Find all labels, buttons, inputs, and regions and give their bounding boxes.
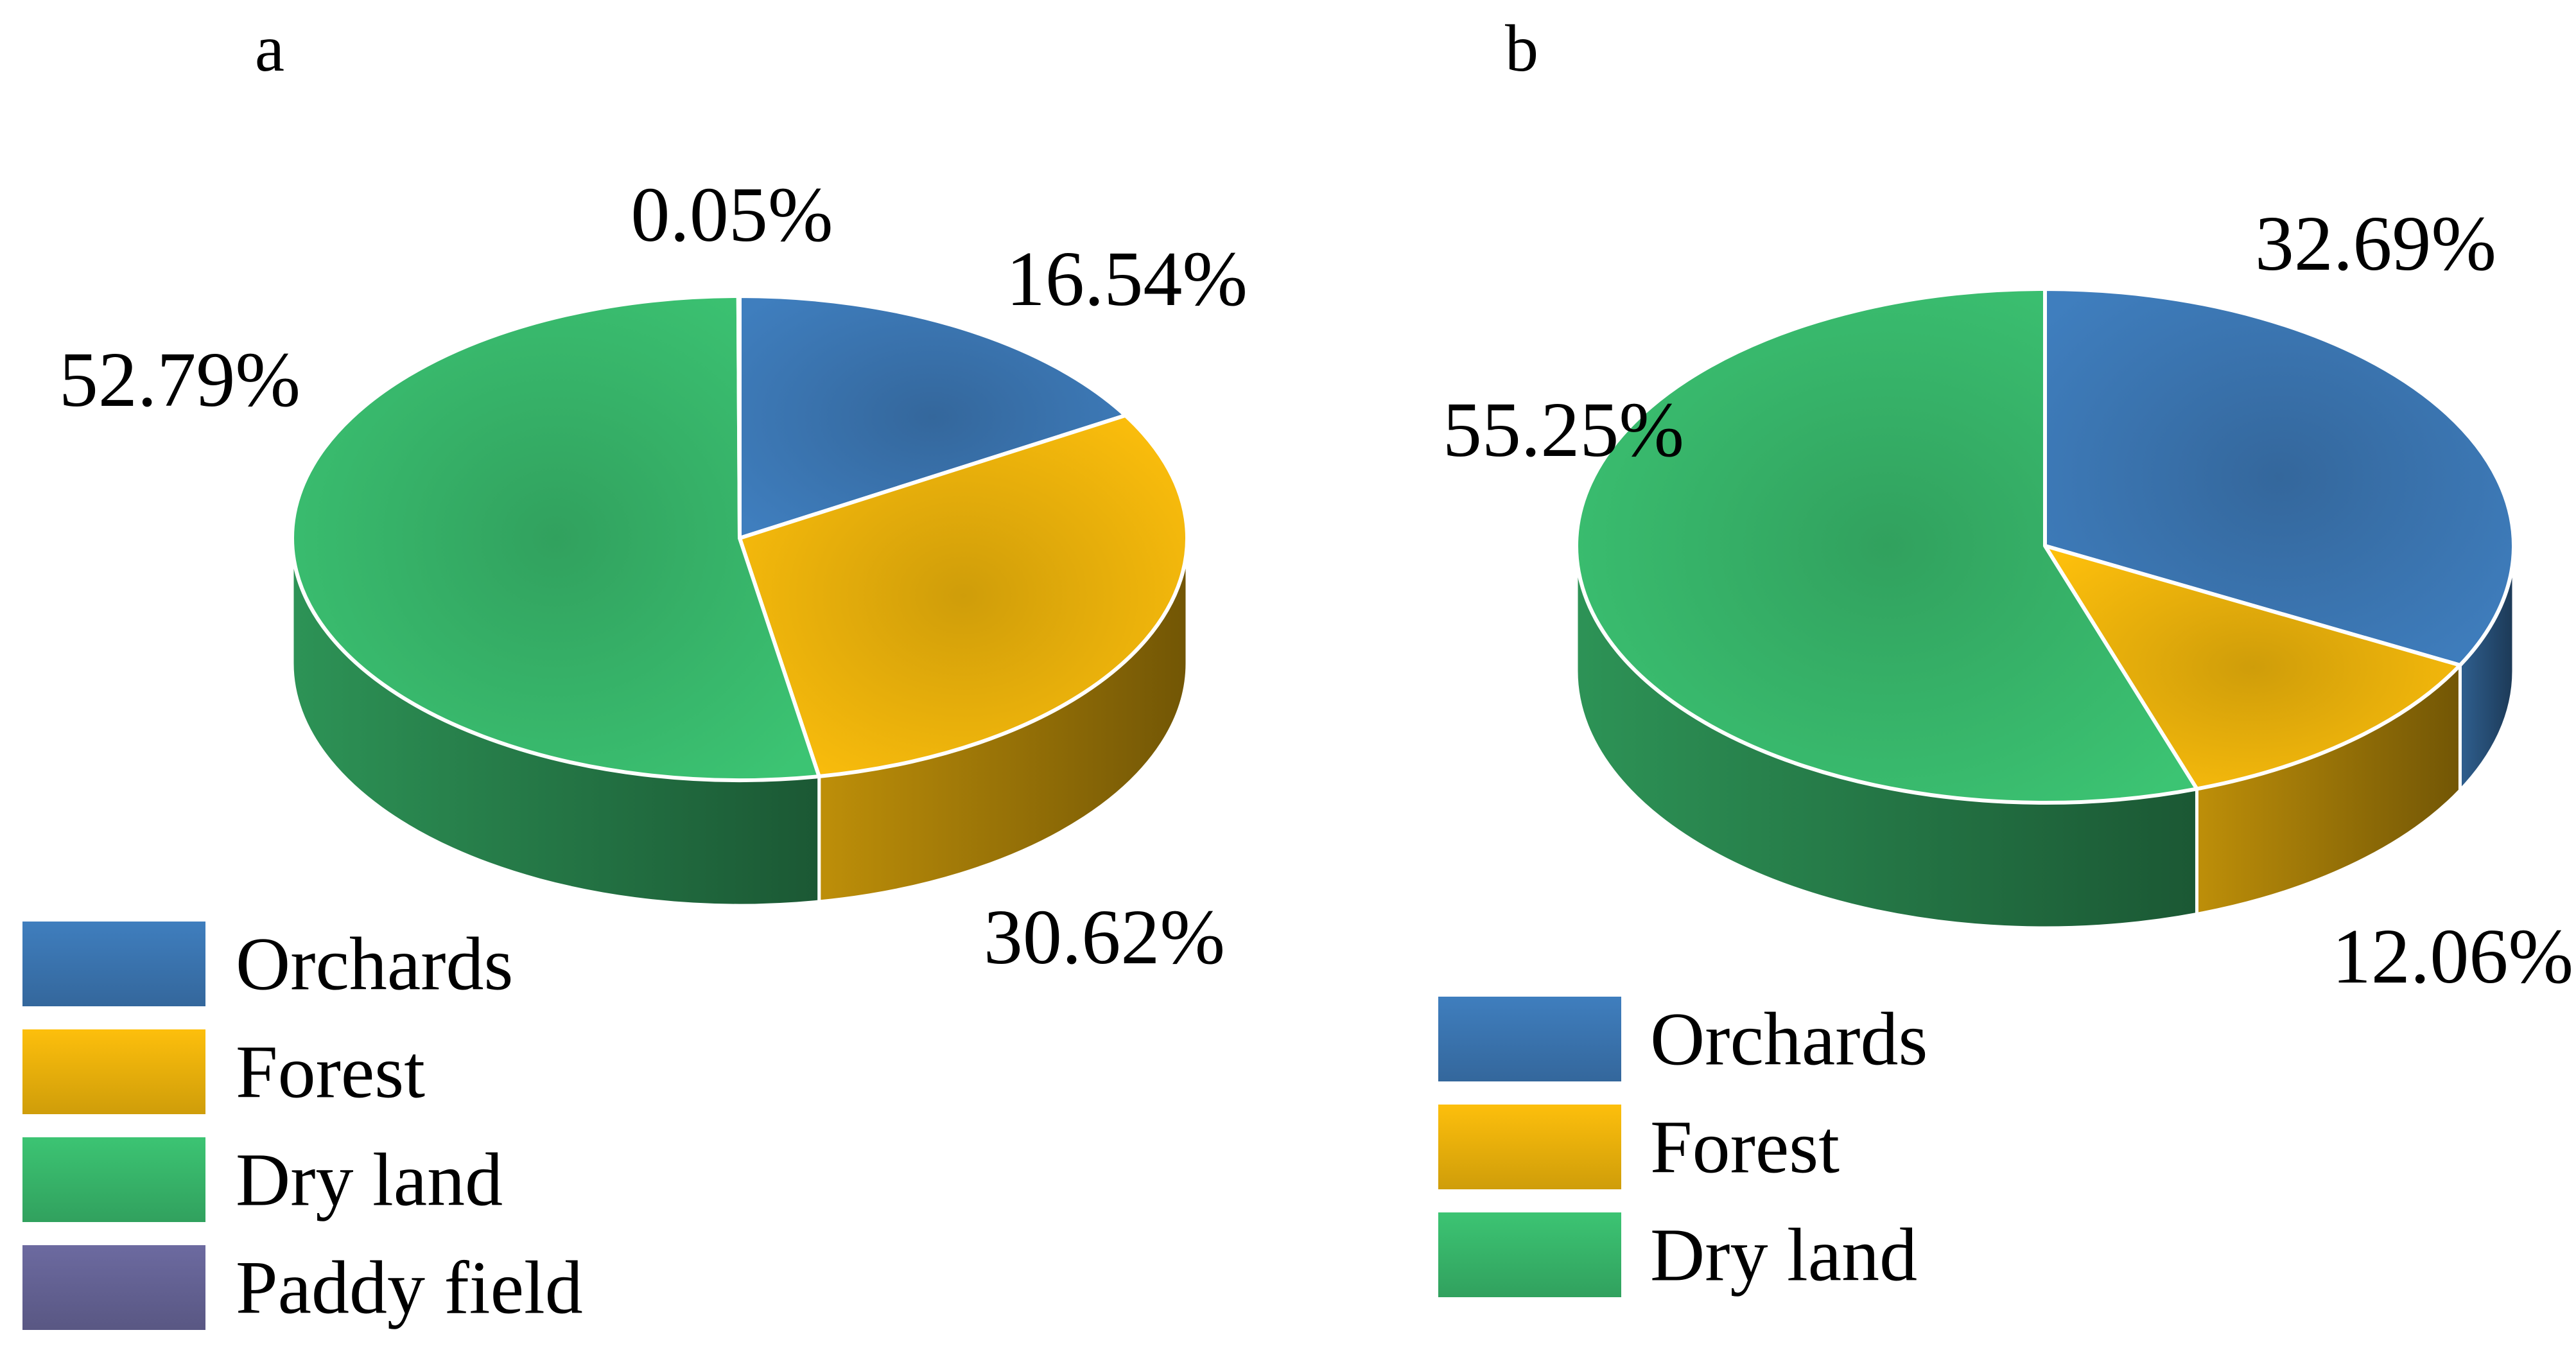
legend-swatch-paddy-field [22, 1245, 205, 1330]
pie-slice-forest [2043, 544, 2462, 791]
legend-swatch-forest [1438, 1105, 1621, 1189]
pie-slice-orchards [2043, 287, 2516, 667]
pie-slice-dry-land [1574, 287, 2199, 805]
legend-swatch-dry-land [1438, 1212, 1621, 1297]
legend-label-forest: Forest [1650, 1105, 1840, 1189]
data-label-paddy-field: 0.05% [631, 171, 833, 258]
legend-label-dry-land: Dry land [236, 1138, 503, 1222]
pie-chart-a: a 16.54% 30.62% 52.79% 0.05% Orchards Forest Dr… [22, 12, 1248, 1330]
pie-chart-b: b 32.69% 12.06% 55.25% Orchards Forest Dry lan… [1438, 12, 2573, 1297]
data-label-dry-land: 55.25% [1443, 387, 1684, 473]
legend-swatch-dry-land [22, 1137, 205, 1222]
legend-label-paddy-field: Paddy field [236, 1246, 583, 1330]
pie-slice-dry-land [290, 294, 821, 782]
pie-slice-orchards [738, 294, 1127, 540]
legend-label-orchards: Orchards [1650, 997, 1928, 1081]
legend-label-forest: Forest [236, 1030, 425, 1114]
legend-label-dry-land: Dry land [1650, 1213, 1917, 1297]
data-label-dry-land: 52.79% [59, 336, 300, 423]
legend-label-orchards: Orchards [236, 922, 513, 1006]
data-label-forest: 30.62% [984, 894, 1225, 981]
legend: Orchards Forest Dry land [1438, 997, 1928, 1297]
pie-slice-forest [738, 413, 1189, 779]
data-label-orchards: 32.69% [2255, 200, 2496, 287]
pie-slice-paddy-field [736, 294, 742, 540]
data-label-orchards: 16.54% [1006, 236, 1248, 322]
legend-swatch-orchards [22, 922, 205, 1006]
panel-label-a: a [255, 12, 284, 85]
data-label-forest: 12.06% [2332, 913, 2573, 1000]
legend-swatch-orchards [1438, 997, 1621, 1081]
legend-swatch-forest [22, 1029, 205, 1114]
legend: Orchards Forest Dry land Paddy field [22, 922, 583, 1330]
panel-label-b: b [1505, 12, 1538, 85]
